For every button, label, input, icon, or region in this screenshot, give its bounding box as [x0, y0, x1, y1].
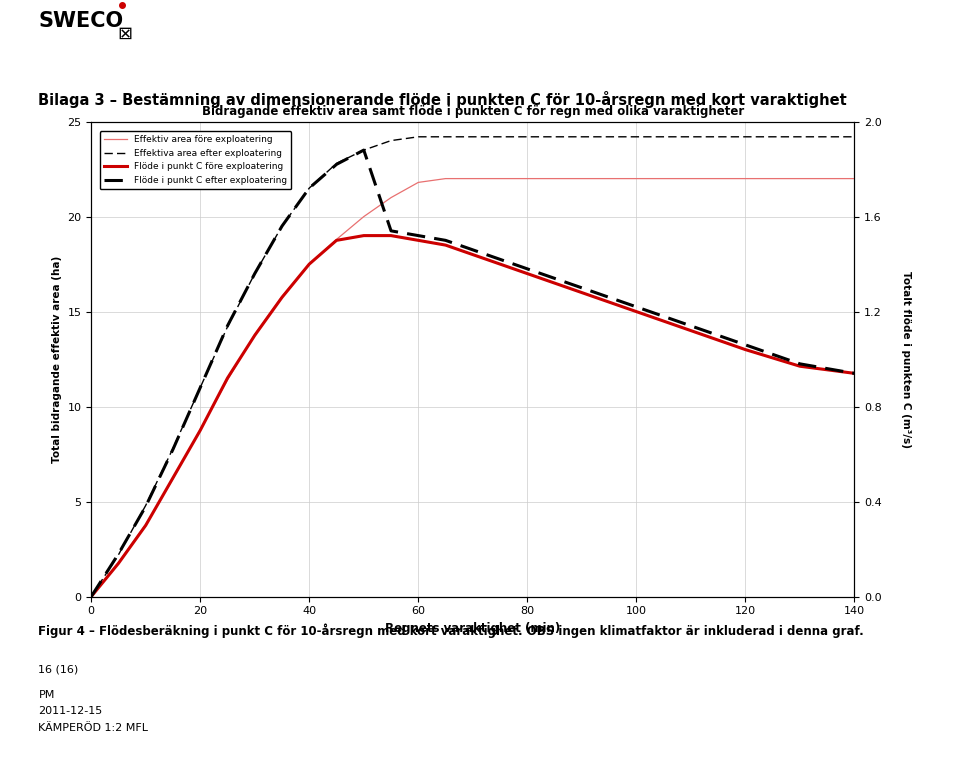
Title: Bidragande effektiv area samt flöde i punkten C för regn med olika varaktigheter: Bidragande effektiv area samt flöde i pu…: [202, 105, 744, 118]
Text: 16 (16): 16 (16): [38, 664, 79, 675]
Y-axis label: Total bidragande effektiv area (ha): Total bidragande effektiv area (ha): [52, 255, 61, 463]
Text: 2011-12-15: 2011-12-15: [38, 706, 103, 717]
Text: KÄMPERÖD 1:2 MFL: KÄMPERÖD 1:2 MFL: [38, 723, 149, 733]
Text: SWECO: SWECO: [38, 11, 124, 31]
X-axis label: Regnets varaktighet (min): Regnets varaktighet (min): [385, 622, 561, 635]
Text: ⊠: ⊠: [117, 24, 132, 43]
Legend: Effektiv area före exploatering, Effektiva area efter exploatering, Flöde i punk: Effektiv area före exploatering, Effekti…: [100, 131, 292, 189]
Text: PM: PM: [38, 689, 55, 700]
Y-axis label: Totalt flöde i punkten C (m³/s): Totalt flöde i punkten C (m³/s): [901, 271, 911, 448]
Text: Bilaga 3 – Bestämning av dimensionerande flöde i punkten C för 10-årsregn med ko: Bilaga 3 – Bestämning av dimensionerande…: [38, 91, 847, 108]
Text: Figur 4 – Flödesberäkning i punkt C för 10-årsregn med kort varaktighet. OBS ing: Figur 4 – Flödesberäkning i punkt C för …: [38, 623, 864, 638]
